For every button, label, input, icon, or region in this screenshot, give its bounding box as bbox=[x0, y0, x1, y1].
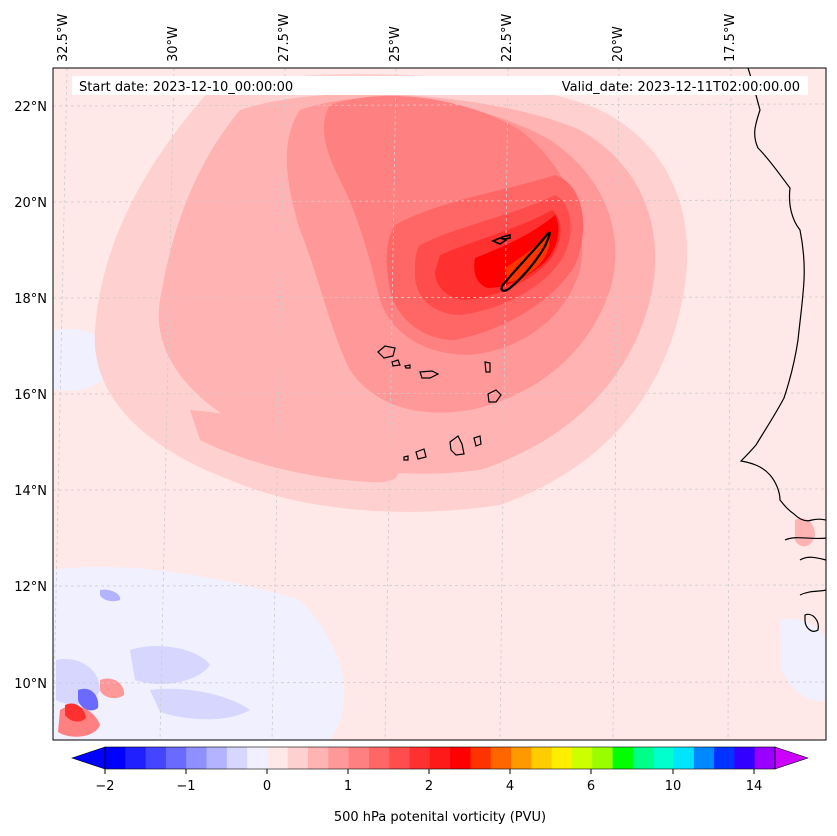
colorbar-cell bbox=[429, 747, 451, 769]
cbar-tick-label: 10 bbox=[665, 779, 682, 794]
colorbar-cell bbox=[226, 747, 248, 769]
lon-label-22-5w: 22.5°W bbox=[500, 14, 515, 62]
colorbar-ticks bbox=[104, 769, 755, 774]
map-frame bbox=[52, 67, 827, 741]
lat-label-14n: 14°N bbox=[14, 484, 47, 499]
lon-label-25w: 25°W bbox=[388, 26, 403, 62]
lon-label-20w: 20°W bbox=[611, 26, 626, 62]
pv-threshold-contour bbox=[500, 231, 551, 292]
colorbar-cell bbox=[592, 747, 614, 769]
cbar-tick-label: 6 bbox=[587, 779, 595, 794]
lat-label-16n: 16°N bbox=[14, 388, 47, 403]
colorbar-cell bbox=[714, 747, 735, 769]
colorbar-tick-labels: −2 −1 0 1 2 4 6 10 14 bbox=[95, 779, 762, 794]
lat-label-22n: 22°N bbox=[14, 100, 47, 115]
colorbar-cell bbox=[409, 747, 431, 769]
colorbar-cell bbox=[450, 747, 471, 769]
colorbar-cell bbox=[389, 747, 411, 769]
colorbar-cell bbox=[287, 747, 309, 769]
cbar-tick-label: 4 bbox=[506, 779, 514, 794]
colorbar-cell bbox=[267, 747, 289, 769]
colorbar-cell bbox=[247, 747, 268, 769]
colorbar-cell bbox=[145, 747, 167, 769]
colorbar-cell bbox=[308, 747, 329, 769]
colorbar-cell bbox=[490, 747, 512, 769]
colorbar-cell bbox=[206, 747, 228, 769]
colorbar-extend-min bbox=[71, 746, 106, 770]
colorbar-cell bbox=[186, 747, 208, 769]
lat-label-18n: 18°N bbox=[14, 292, 47, 307]
colorbar-cell bbox=[693, 747, 715, 769]
positive-pv-contours bbox=[58, 73, 815, 737]
colorbar-cells bbox=[105, 747, 776, 769]
start-date-label: Start date: 2023-12-10_00:00:00 bbox=[79, 80, 293, 95]
coastlines bbox=[377, 68, 826, 632]
lon-label-30w: 30°W bbox=[166, 26, 181, 62]
cbar-tick-label: −2 bbox=[95, 779, 114, 794]
colorbar-cell bbox=[551, 747, 573, 769]
latitude-labels: 22°N 20°N 18°N 16°N 14°N 12°N 10°N bbox=[14, 100, 47, 692]
negative-pv-contours bbox=[53, 328, 826, 740]
lat-label-12n: 12°N bbox=[14, 580, 47, 595]
colorbar-label: 500 hPa potenital vorticity (PVU) bbox=[334, 810, 546, 825]
colorbar-cell bbox=[328, 747, 350, 769]
lon-label-17-5w: 17.5°W bbox=[723, 14, 738, 62]
pv-threshold-contour-small bbox=[490, 233, 511, 245]
colorbar-cell bbox=[531, 747, 553, 769]
lon-label-27-5w: 27.5°W bbox=[277, 14, 292, 62]
colorbar-cell bbox=[511, 747, 532, 769]
colorbar-frame bbox=[104, 746, 776, 770]
colorbar-cell bbox=[653, 747, 674, 769]
colorbar-cell bbox=[368, 747, 390, 769]
lat-label-20n: 20°N bbox=[14, 196, 47, 211]
colorbar-cell bbox=[165, 747, 187, 769]
map-panel bbox=[53, 68, 826, 740]
colorbar-cell bbox=[673, 747, 695, 769]
valid-date-label: Valid_date: 2023-12-11T02:00:00.00 bbox=[562, 80, 800, 95]
cbar-tick-label: 14 bbox=[746, 779, 763, 794]
colorbar-cell bbox=[754, 747, 776, 769]
info-box bbox=[72, 76, 808, 95]
colorbar: −2 −1 0 1 2 4 6 10 14 500 hPa potenital … bbox=[71, 746, 809, 825]
colorbar-extend-max bbox=[774, 746, 809, 770]
lon-label-32-5w: 32.5°W bbox=[56, 14, 71, 62]
colorbar-cell bbox=[348, 747, 370, 769]
lat-label-10n: 10°N bbox=[14, 677, 47, 692]
colorbar-cell bbox=[612, 747, 634, 769]
cbar-tick-label: 0 bbox=[263, 779, 271, 794]
longitude-labels: 32.5°W 30°W 27.5°W 25°W 22.5°W 20°W 17.5… bbox=[56, 14, 738, 62]
colorbar-cell bbox=[632, 747, 654, 769]
colorbar-cell bbox=[470, 747, 492, 769]
colorbar-cell bbox=[571, 747, 593, 769]
cbar-tick-label: −1 bbox=[176, 779, 195, 794]
cbar-tick-label: 1 bbox=[344, 779, 352, 794]
colorbar-cell bbox=[125, 747, 147, 769]
cbar-tick-label: 2 bbox=[425, 779, 433, 794]
colorbar-cell bbox=[734, 747, 756, 769]
graticule bbox=[53, 68, 826, 740]
colorbar-cell bbox=[105, 747, 126, 769]
